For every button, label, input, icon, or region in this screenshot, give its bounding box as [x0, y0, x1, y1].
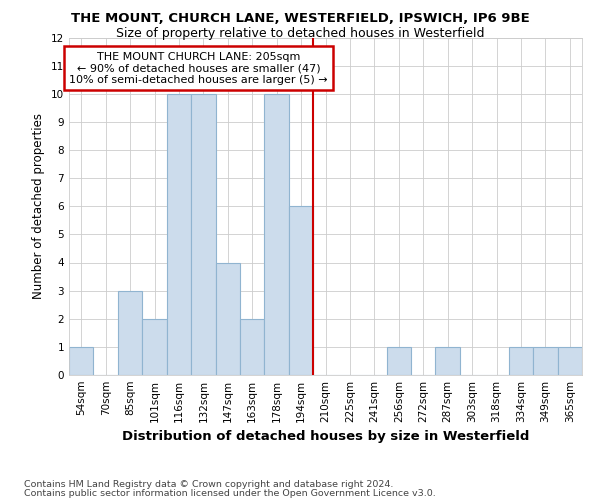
Bar [436, 347, 460, 375]
Bar [167, 94, 191, 375]
Bar [118, 290, 142, 375]
Text: Contains HM Land Registry data © Crown copyright and database right 2024.: Contains HM Land Registry data © Crown c… [24, 480, 394, 489]
Bar [215, 262, 240, 375]
Y-axis label: Number of detached properties: Number of detached properties [32, 114, 46, 299]
X-axis label: Distribution of detached houses by size in Westerfield: Distribution of detached houses by size … [122, 430, 529, 444]
Bar [240, 319, 265, 375]
Text: THE MOUNT CHURCH LANE: 205sqm
← 90% of detached houses are smaller (47)
10% of s: THE MOUNT CHURCH LANE: 205sqm ← 90% of d… [69, 52, 328, 85]
Bar [557, 347, 582, 375]
Bar [509, 347, 533, 375]
Bar [265, 94, 289, 375]
Bar [142, 319, 167, 375]
Text: THE MOUNT, CHURCH LANE, WESTERFIELD, IPSWICH, IP6 9BE: THE MOUNT, CHURCH LANE, WESTERFIELD, IPS… [71, 12, 529, 26]
Bar [533, 347, 557, 375]
Bar [289, 206, 313, 375]
Bar [69, 347, 94, 375]
Bar [386, 347, 411, 375]
Bar [191, 94, 215, 375]
Text: Size of property relative to detached houses in Westerfield: Size of property relative to detached ho… [116, 28, 484, 40]
Text: Contains public sector information licensed under the Open Government Licence v3: Contains public sector information licen… [24, 488, 436, 498]
